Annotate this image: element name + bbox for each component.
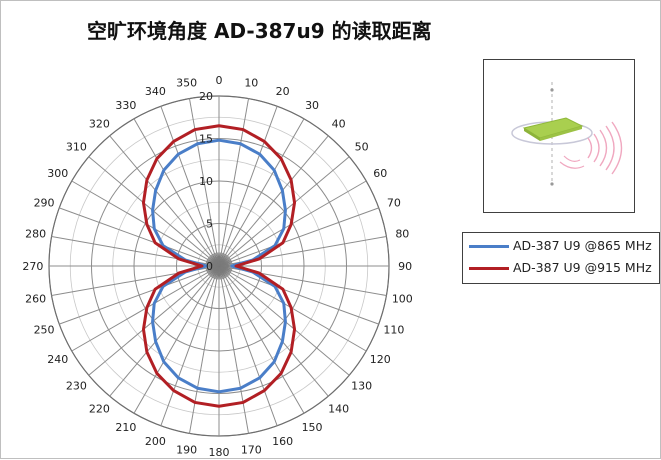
angle-tick-170: 170: [241, 443, 262, 456]
angle-tick-320: 320: [89, 117, 110, 130]
angle-tick-250: 250: [34, 324, 55, 337]
angle-tick-130: 130: [351, 380, 372, 393]
polar-grid: [49, 96, 389, 436]
legend-item-915: AD-387 U9 @915 MHz: [469, 259, 657, 279]
angle-tick-30: 30: [305, 99, 319, 112]
radial-tick-0: 0: [206, 260, 213, 273]
radial-tick-10: 10: [199, 175, 213, 188]
radial-tick-5: 5: [206, 218, 213, 231]
chart-legend: AD-387 U9 @865 MHz AD-387 U9 @915 MHz: [462, 232, 660, 284]
angle-tick-50: 50: [355, 140, 369, 153]
legend-item-865: AD-387 U9 @865 MHz: [469, 237, 657, 257]
legend-swatch-865: [469, 245, 509, 248]
angle-tick-70: 70: [387, 196, 401, 209]
angle-tick-290: 290: [34, 196, 55, 209]
angle-tick-260: 260: [25, 292, 46, 305]
angle-tick-210: 210: [115, 421, 136, 434]
angle-tick-160: 160: [272, 435, 293, 448]
angle-tick-200: 200: [145, 435, 166, 448]
angle-tick-150: 150: [302, 421, 323, 434]
angle-tick-40: 40: [332, 117, 346, 130]
angle-tick-340: 340: [145, 85, 166, 98]
angle-tick-310: 310: [66, 140, 87, 153]
angle-tick-350: 350: [176, 77, 197, 90]
angle-tick-90: 90: [398, 260, 412, 273]
angle-tick-110: 110: [383, 324, 404, 337]
angle-tick-300: 300: [47, 167, 68, 180]
legend-label-915: AD-387 U9 @915 MHz: [513, 260, 652, 275]
angle-tick-240: 240: [47, 353, 68, 366]
legend-label-865: AD-387 U9 @865 MHz: [513, 238, 652, 253]
legend-swatch-915: [469, 267, 509, 270]
angle-tick-120: 120: [370, 353, 391, 366]
angle-tick-60: 60: [373, 167, 387, 180]
angle-tick-80: 80: [395, 228, 409, 241]
angle-tick-190: 190: [176, 443, 197, 456]
angle-tick-230: 230: [66, 380, 87, 393]
antenna-diagram-icon: [484, 60, 634, 212]
radial-tick-20: 20: [199, 90, 213, 103]
angle-tick-0: 0: [216, 74, 223, 87]
angle-tick-20: 20: [276, 85, 290, 98]
angle-tick-100: 100: [392, 292, 413, 305]
angle-tick-140: 140: [328, 403, 349, 416]
angle-tick-280: 280: [25, 228, 46, 241]
radial-tick-15: 15: [199, 133, 213, 146]
angle-tick-270: 270: [22, 260, 43, 273]
angle-tick-180: 180: [209, 446, 230, 459]
angle-tick-10: 10: [244, 77, 258, 90]
antenna-illustration: [483, 59, 635, 213]
angle-tick-220: 220: [89, 403, 110, 416]
angle-tick-330: 330: [115, 99, 136, 112]
